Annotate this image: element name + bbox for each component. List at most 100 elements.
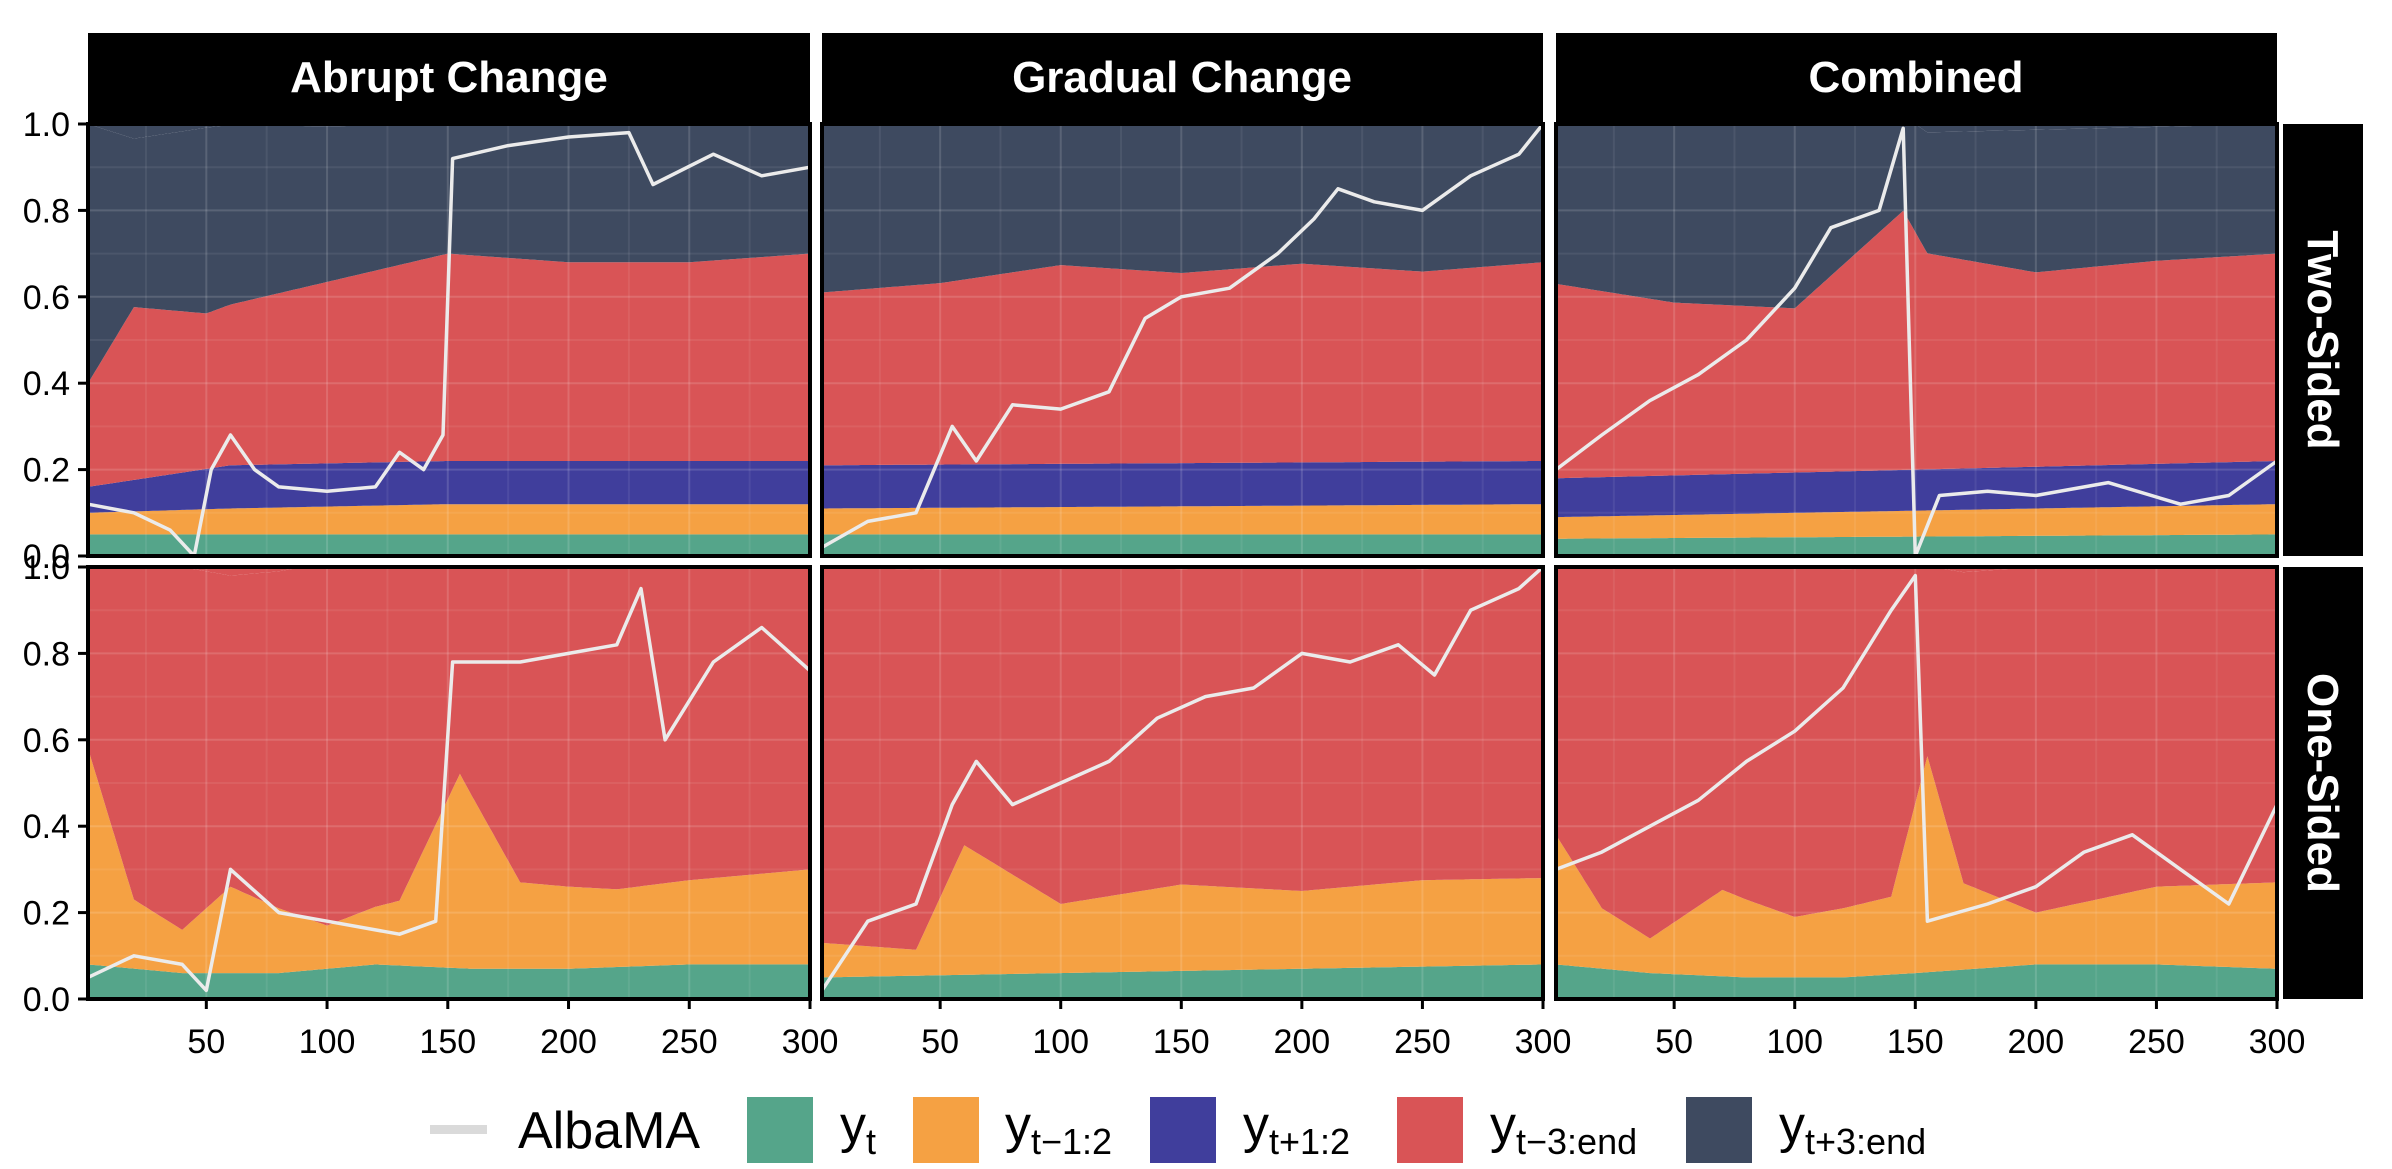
y-tick-label: 1.0 (23, 549, 70, 587)
y-axis: 0.00.20.40.60.81.00.00.20.40.60.81.0 (23, 106, 88, 1019)
area-ypast12 (1556, 756, 2277, 978)
legend-key-ypast12 (913, 1097, 979, 1163)
x-axis: 50 100 150 200 250 300 50 100 150 200 250 300 50 100 1… (187, 999, 2305, 1061)
y-tick-label: 0.4 (23, 365, 70, 403)
albama-line (87, 586, 812, 993)
y-tick-label: 0.2 (23, 895, 70, 933)
y-tick-label: 0.2 (23, 452, 70, 490)
albama-line (820, 565, 1545, 992)
x-tick-label: 300 (2249, 1023, 2306, 1061)
x-tick-label: 250 (661, 1023, 718, 1061)
legend-label-yt-sub: t (866, 1121, 876, 1162)
albama-line (87, 130, 811, 558)
y-tick-label: 1.0 (23, 106, 70, 144)
legend-label-yfut3-main: y (1779, 1096, 1805, 1154)
area-ypast12 (88, 748, 810, 974)
column-strip-gradual-change (822, 33, 1543, 122)
x-tick-label: 100 (1032, 1023, 1089, 1061)
area-ypast3 (1556, 210, 2277, 479)
legend: AlbaMA yt yt−1:2 yt+1:2 yt−3:end yt+3:en… (430, 1096, 1926, 1163)
area-ypast3 (88, 253, 810, 487)
y-tick-label: 0.8 (23, 635, 70, 673)
row-strip-one-sided (2283, 567, 2363, 999)
x-tick-label: 150 (1153, 1023, 1210, 1061)
legend-label-ypast3: yt−3:end (1490, 1096, 1637, 1162)
panel-border (86, 122, 812, 558)
row-strip-two-sided (2283, 124, 2363, 556)
legend-label-ypast12: yt−1:2 (1005, 1096, 1112, 1162)
y-tick-label: 0.0 (23, 981, 70, 1019)
x-tick-label: 200 (540, 1023, 597, 1061)
y-tick-label: 0.8 (23, 192, 70, 230)
legend-label-yt-main: y (840, 1096, 866, 1154)
panel-one-sided-gradual-change (820, 565, 1545, 1001)
area-ypast3 (822, 567, 1543, 950)
y-tick-label: 0.4 (23, 808, 70, 846)
x-tick-label: 300 (1515, 1023, 1572, 1061)
row-strips: Two-Sided One-Sided (2283, 124, 2363, 999)
y-tick-label: 0.6 (23, 722, 70, 760)
x-tick-label: 250 (2128, 1023, 2185, 1061)
legend-key-yfut3 (1686, 1097, 1752, 1163)
x-tick-label: 100 (299, 1023, 356, 1061)
area-yt (88, 534, 810, 556)
area-yfut12 (822, 461, 1543, 509)
panel-two-sided-combined (1554, 122, 2279, 558)
x-tick-label: 250 (1394, 1023, 1451, 1061)
legend-label-ypast3-main: y (1490, 1096, 1516, 1154)
albama-line (821, 122, 1545, 549)
x-tick-label: 300 (782, 1023, 839, 1061)
area-yfut3 (1556, 124, 2277, 309)
legend-key-yfut12 (1150, 1097, 1216, 1163)
x-tick-label: 100 (1766, 1023, 1823, 1061)
x-tick-label: 150 (1887, 1023, 1944, 1061)
legend-key-yt (747, 1097, 813, 1163)
x-tick-label: 150 (419, 1023, 476, 1061)
column-strip-label-gradual-change: Gradual Change (1012, 53, 1352, 102)
x-tick-label: 200 (2007, 1023, 2064, 1061)
legend-label-ypast3-sub: t−3:end (1516, 1121, 1637, 1162)
area-ypast3 (1556, 567, 2277, 939)
legend-label-yfut3: yt+3:end (1779, 1096, 1926, 1162)
legend-label-ypast12-main: y (1005, 1096, 1031, 1154)
legend-label-yfut3-sub: t+3:end (1805, 1121, 1926, 1162)
panel-two-sided-abrupt-change (86, 122, 812, 558)
legend-label-yfut12-sub: t+1:2 (1269, 1121, 1350, 1162)
column-strip-combined (1556, 33, 2277, 122)
row-strip-label-one-sided: One-Sided (2298, 673, 2347, 893)
legend-label-yfut12-main: y (1243, 1096, 1269, 1154)
area-yt (88, 964, 810, 999)
area-fill-top (1556, 124, 2277, 133)
area-ypast12 (822, 845, 1543, 978)
column-strip-abrupt-change (88, 33, 810, 122)
legend-label-ypast12-sub: t−1:2 (1031, 1121, 1112, 1162)
y-tick-label: 0.6 (23, 279, 70, 317)
area-ypast3 (822, 262, 1543, 466)
x-tick-label: 50 (1655, 1023, 1693, 1061)
column-strip-label-abrupt-change: Abrupt Change (290, 53, 608, 102)
column-strips: Abrupt Change Gradual Change Combined (88, 33, 2277, 122)
area-fill-top (88, 567, 810, 576)
panel-two-sided-gradual-change (820, 122, 1545, 558)
legend-key-ypast3 (1397, 1097, 1463, 1163)
area-yt (822, 964, 1543, 999)
area-yfut12 (88, 461, 810, 513)
area-yfut3 (822, 124, 1543, 293)
area-yfut12 (1556, 461, 2277, 518)
legend-label-yfut12: yt+1:2 (1243, 1096, 1350, 1162)
legend-label-yt: yt (840, 1096, 876, 1162)
row-strip-label-two-sided: Two-Sided (2298, 230, 2347, 449)
x-tick-label: 200 (1273, 1023, 1330, 1061)
column-strip-label-combined: Combined (1808, 53, 2023, 102)
area-yt (822, 534, 1543, 556)
area-yt (1556, 964, 2277, 999)
area-ypast12 (822, 504, 1543, 535)
legend-key-albama-line (430, 1125, 487, 1134)
albama-line (1554, 126, 2279, 558)
legend-label-albama: AlbaMA (518, 1102, 700, 1160)
panels (86, 122, 2279, 1001)
panel-border (820, 122, 1545, 558)
y-tick-label: 0.0 (23, 538, 70, 576)
panel-one-sided-abrupt-change (86, 565, 812, 1001)
